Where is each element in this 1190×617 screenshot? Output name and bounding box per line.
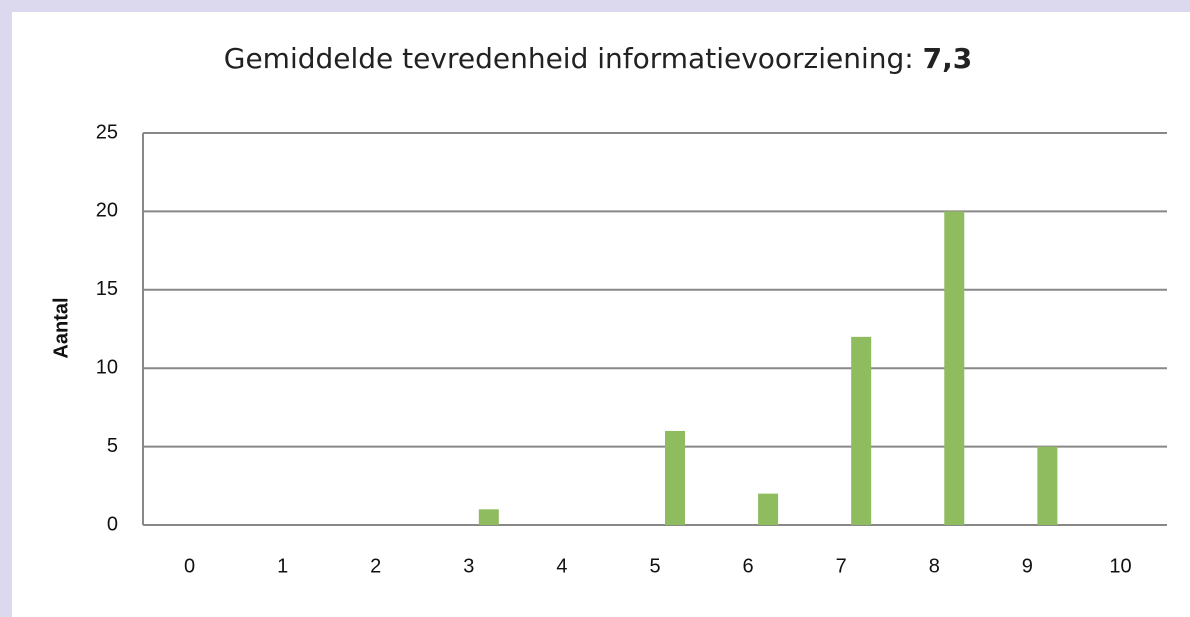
chart: Gemiddelde tevredenheid informatievoorzi… [12, 12, 1190, 617]
title-emphasis: 7,3 [923, 42, 973, 75]
bar [758, 493, 779, 525]
x-tick-label: 6 [743, 555, 754, 577]
y-tick-label: 0 [107, 513, 118, 535]
x-tick-label: 2 [370, 555, 381, 577]
y-tick-label: 15 [96, 278, 118, 300]
x-tick-label: 9 [1022, 555, 1033, 577]
x-tick-label: 5 [649, 555, 660, 577]
x-tick-label: 0 [184, 555, 195, 577]
y-tick-label: 25 [96, 121, 118, 143]
chart-title: Gemiddelde tevredenheid informatievoorzi… [224, 42, 973, 75]
bar [851, 336, 872, 525]
y-tick-label: 20 [96, 200, 118, 222]
x-tick-label: 7 [836, 555, 847, 577]
x-tick-label: 8 [929, 555, 940, 577]
y-tick-label: 5 [107, 435, 118, 457]
bar [1037, 446, 1058, 525]
title-text: Gemiddelde tevredenheid informatievoorzi… [224, 42, 914, 75]
bar [665, 430, 685, 525]
x-tick-label: 3 [463, 555, 474, 577]
x-tick-label: 4 [556, 555, 567, 577]
y-axis-label: Aantal [50, 297, 72, 358]
x-tick-label: 1 [277, 555, 288, 577]
x-tick-label: 10 [1109, 555, 1131, 577]
bar [478, 509, 499, 525]
y-tick-label: 10 [96, 356, 118, 378]
bar [944, 211, 965, 525]
